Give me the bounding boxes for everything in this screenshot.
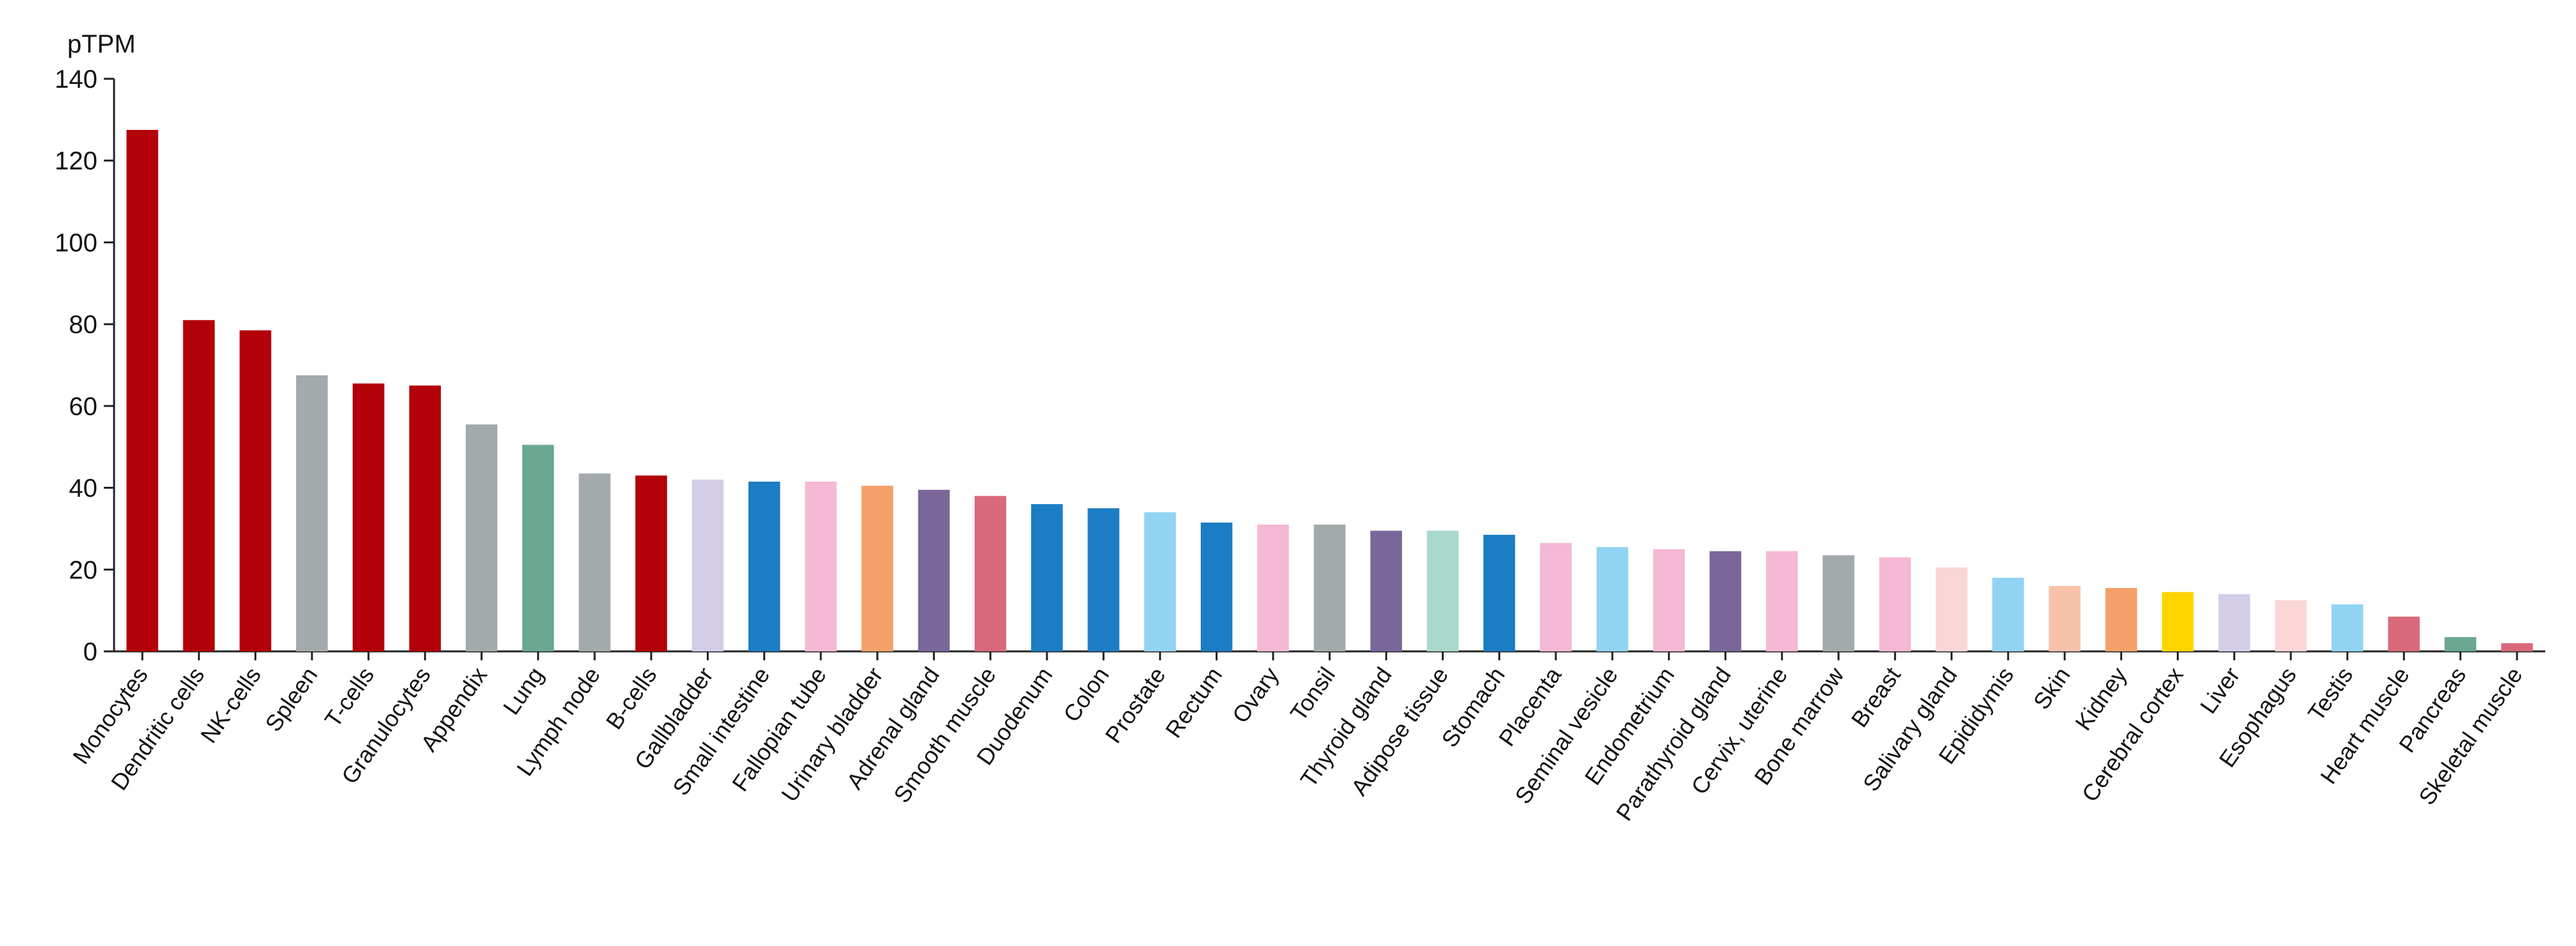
bar-tonsil — [1314, 525, 1346, 651]
x-tick-label: Urinary bladder — [776, 662, 888, 806]
bar-duodenum — [1031, 504, 1063, 651]
bar-heart-muscle — [2388, 616, 2420, 651]
bar-small-intestine — [748, 481, 780, 651]
x-tick-label: Colon — [1058, 662, 1114, 727]
y-tick-label: 60 — [69, 393, 98, 421]
x-tick-label: Tonsil — [1285, 662, 1340, 726]
bar-testis — [2331, 604, 2363, 651]
bar-spleen — [296, 375, 328, 651]
x-tick-label: Cerebral cortex — [2076, 662, 2188, 806]
bar-adipose-tissue — [1426, 530, 1459, 651]
bar-placenta — [1540, 542, 1572, 651]
bar-lung — [522, 444, 554, 651]
bar-fallopian-tube — [805, 481, 837, 651]
x-tick-label: Breast — [1846, 662, 1906, 732]
bar-skin — [2049, 585, 2081, 651]
x-tick-label: Ovary — [1227, 662, 1284, 728]
bar-granulocytes — [409, 385, 441, 651]
y-tick-label: 80 — [69, 311, 98, 339]
bar-adrenal-gland — [918, 489, 950, 651]
bar-ovary — [1257, 525, 1289, 651]
bar-gallbladder — [691, 479, 724, 651]
bar-cerebral-cortex — [2161, 592, 2194, 651]
bar-esophagus — [2275, 600, 2307, 651]
x-tick-label: Spleen — [260, 662, 322, 736]
y-tick-label: 20 — [69, 556, 98, 584]
y-tick-label: 0 — [83, 638, 97, 666]
bar-liver — [2218, 594, 2250, 651]
bar-epididymis — [1992, 578, 2024, 651]
x-tick-label: Kidney — [2070, 662, 2132, 735]
bar-salivary-gland — [1935, 567, 1968, 651]
bar-b-cells — [635, 475, 667, 651]
x-tick-label: B-cells — [600, 662, 662, 734]
bar-urinary-bladder — [861, 485, 893, 651]
x-tick-label: Skeletal muscle — [2413, 662, 2527, 810]
bar-prostate — [1144, 512, 1177, 651]
bar-bone-marrow — [1822, 555, 1854, 651]
bar-breast — [1879, 557, 1911, 651]
y-tick-label: 40 — [69, 475, 98, 503]
x-tick-label: Rectum — [1160, 662, 1227, 742]
x-tick-label: Skin — [2028, 662, 2076, 714]
bar-seminal-vesicle — [1596, 547, 1628, 651]
y-tick-label: 100 — [54, 229, 97, 257]
bar-rectum — [1200, 522, 1233, 651]
x-tick-label: Liver — [2195, 662, 2245, 718]
x-tick-label: T-cells — [319, 662, 379, 732]
bar-colon — [1087, 508, 1119, 651]
bar-cervix-uterine — [1766, 551, 1798, 651]
x-tick-label: Lung — [498, 662, 549, 719]
bar-lymph-node — [579, 473, 611, 651]
y-axis-label: pTPM — [67, 30, 136, 58]
y-ticks: 0 20 40 60 80 100 120 140 — [54, 65, 114, 666]
bar-stomach — [1483, 535, 1515, 651]
x-tick-label: Testis — [2302, 662, 2357, 726]
x-tick-label: Smooth muscle — [888, 662, 1001, 808]
y-tick-label: 140 — [54, 65, 97, 94]
bar-monocytes — [126, 129, 158, 652]
bars — [126, 129, 2533, 652]
x-tick-label: Seminal vesicle — [1510, 662, 1623, 808]
y-tick-label: 120 — [54, 147, 97, 175]
bar-nk-cells — [239, 330, 272, 651]
bar-t-cells — [352, 383, 384, 651]
bar-skeletal-muscle — [2501, 643, 2533, 651]
bar-appendix — [465, 424, 498, 651]
bar-kidney — [2105, 588, 2137, 651]
bar-pancreas — [2444, 637, 2477, 651]
bar-thyroid-gland — [1370, 530, 1402, 651]
bar-endometrium — [1653, 549, 1685, 651]
bar-smooth-muscle — [974, 496, 1007, 651]
bar-dendritic-cells — [183, 320, 215, 651]
bar-parathyroid-gland — [1709, 551, 1742, 651]
